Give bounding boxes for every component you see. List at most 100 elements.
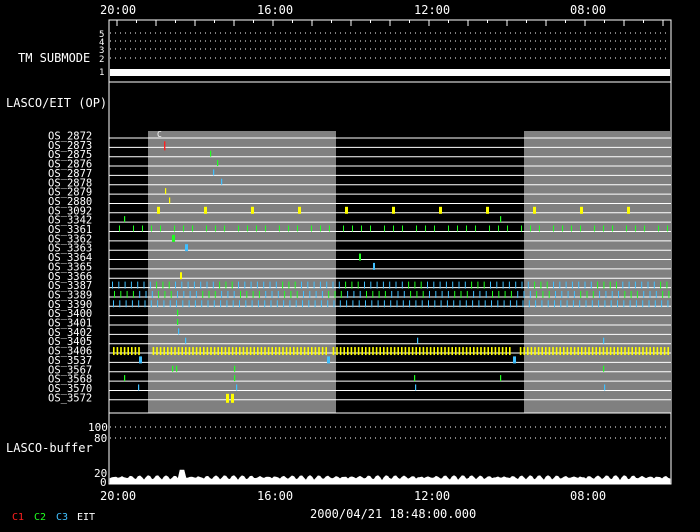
os-event-mark xyxy=(641,281,643,289)
os-event-mark xyxy=(534,347,536,356)
os-row-label: OS_2872 xyxy=(48,131,92,143)
os-event-mark xyxy=(157,300,159,308)
os-event-mark xyxy=(232,300,234,308)
os-event-mark xyxy=(635,300,637,308)
os-event-mark xyxy=(265,225,266,232)
os-event-mark xyxy=(397,290,399,298)
os-event-mark xyxy=(234,375,236,382)
os-event-mark xyxy=(370,281,372,289)
os-event-mark xyxy=(210,150,212,157)
os-event-mark xyxy=(370,225,371,232)
os-event-mark xyxy=(427,281,428,289)
os-event-mark xyxy=(352,300,354,308)
os-event-mark xyxy=(249,347,252,356)
os-event-mark xyxy=(354,347,356,356)
os-row-group: OS_2872OS_2873OS_2875OS_2876OS_2877OS_28… xyxy=(48,131,671,404)
os-event-mark xyxy=(595,347,597,356)
os-event-mark xyxy=(208,290,210,298)
os-event-mark xyxy=(282,281,284,289)
os-event-mark xyxy=(138,347,140,356)
os-row-label: OS_3401 xyxy=(48,318,92,330)
os-event-mark xyxy=(270,300,272,308)
os-event-mark xyxy=(124,281,126,289)
os-event-mark xyxy=(591,347,594,356)
os-event-mark xyxy=(513,356,516,364)
os-event-mark xyxy=(611,290,613,298)
os-event-mark xyxy=(271,290,273,298)
os-event-mark xyxy=(347,347,349,356)
os-event-mark xyxy=(553,225,554,232)
os-event-mark xyxy=(389,281,391,289)
os-event-mark xyxy=(313,281,315,289)
os-event-mark xyxy=(131,300,133,308)
os-event-mark xyxy=(134,347,137,356)
os-event-mark xyxy=(616,281,617,289)
os-event-mark xyxy=(473,347,475,356)
os-event-mark xyxy=(635,347,637,356)
os-event-mark xyxy=(233,290,235,298)
os-event-mark xyxy=(213,300,215,308)
os-event-mark xyxy=(250,281,252,289)
os-event-mark xyxy=(340,290,342,298)
os-event-mark xyxy=(580,225,581,232)
os-event-mark xyxy=(555,290,556,298)
os-event-mark xyxy=(311,347,313,356)
os-event-mark xyxy=(628,281,630,289)
os-event-mark xyxy=(247,225,248,232)
os-event-mark xyxy=(217,347,219,356)
bottom-time-axis: 20:00 16:00 12:00 08:00 xyxy=(100,478,664,503)
os-event-mark xyxy=(508,281,510,289)
os-row-label: OS_3570 xyxy=(48,383,92,395)
os-event-mark xyxy=(417,337,419,344)
os-event-mark xyxy=(573,290,575,298)
os-event-mark xyxy=(384,290,386,298)
os-event-mark xyxy=(372,347,374,356)
os-event-mark xyxy=(347,290,349,298)
os-row-label: OS_2877 xyxy=(48,168,92,180)
os-event-mark xyxy=(226,300,228,308)
os-event-mark xyxy=(521,225,522,232)
os-event-mark xyxy=(321,347,324,356)
os-event-mark xyxy=(188,300,190,308)
os-event-mark xyxy=(289,300,291,308)
os-event-mark xyxy=(603,337,605,344)
os-event-mark xyxy=(402,225,403,232)
os-event-mark xyxy=(581,347,583,356)
os-event-mark xyxy=(332,281,334,289)
os-event-mark xyxy=(483,347,486,356)
os-event-group xyxy=(112,141,670,403)
os-event-mark xyxy=(590,281,592,289)
os-event-mark xyxy=(429,347,432,356)
os-event-mark xyxy=(541,347,543,356)
os-event-mark xyxy=(353,290,355,298)
os-event-mark xyxy=(433,347,435,356)
os-event-mark xyxy=(386,347,389,356)
os-event-mark xyxy=(326,281,328,289)
os-event-mark xyxy=(383,300,385,308)
os-event-mark xyxy=(402,300,404,308)
os-event-mark xyxy=(408,281,410,289)
os-event-mark xyxy=(609,347,612,356)
submode-level-label: 5 xyxy=(99,30,104,40)
os-event-mark xyxy=(372,290,374,298)
os-event-mark xyxy=(124,375,126,382)
os-event-mark xyxy=(484,300,486,308)
os-event-mark xyxy=(163,347,165,356)
time-label-top: 16:00 xyxy=(257,3,293,17)
os-event-mark xyxy=(320,225,321,232)
os-event-mark xyxy=(448,225,449,232)
os-event-mark xyxy=(605,290,607,298)
os-event-mark xyxy=(278,347,281,356)
os-event-mark xyxy=(578,281,580,289)
os-event-mark xyxy=(584,281,586,289)
os-event-mark xyxy=(419,347,421,356)
os-event-mark xyxy=(604,384,606,391)
os-event-mark xyxy=(219,281,221,289)
os-event-mark xyxy=(667,300,669,308)
os-event-mark xyxy=(256,225,257,232)
os-event-mark xyxy=(207,300,209,308)
os-event-mark xyxy=(138,300,140,308)
os-event-mark xyxy=(401,281,403,289)
os-row-label: OS_2873 xyxy=(48,140,92,152)
os-event-mark xyxy=(666,281,668,289)
